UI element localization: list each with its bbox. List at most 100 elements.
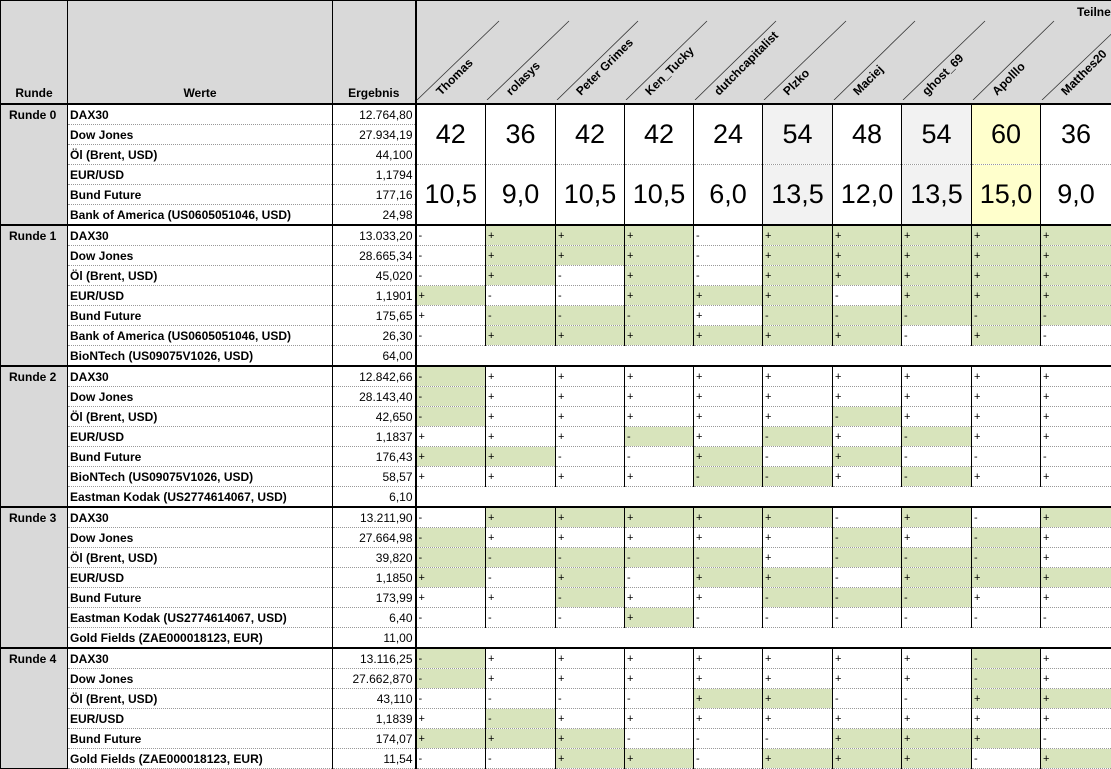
- ergebnis-cell[interactable]: 13.116,25: [333, 648, 416, 669]
- tip-cell[interactable]: -: [694, 729, 763, 749]
- tip-cell[interactable]: +: [625, 225, 694, 246]
- tip-cell[interactable]: +: [833, 427, 902, 447]
- tip-cell[interactable]: +: [694, 366, 763, 387]
- ergebnis-cell[interactable]: 27.664,98: [333, 528, 416, 548]
- tip-cell[interactable]: +: [556, 387, 625, 407]
- tip-cell[interactable]: +: [1041, 407, 1111, 427]
- tip-cell[interactable]: -: [694, 467, 763, 487]
- wert-cell[interactable]: Öl (Brent, USD): [68, 407, 333, 427]
- score-points-cell[interactable]: 42: [416, 104, 486, 165]
- tip-cell[interactable]: -: [833, 286, 902, 306]
- tip-cell[interactable]: +: [486, 588, 556, 608]
- ergebnis-cell[interactable]: 26,30: [333, 326, 416, 346]
- tip-cell[interactable]: -: [972, 608, 1041, 628]
- tip-cell[interactable]: +: [1041, 548, 1111, 568]
- tip-cell[interactable]: -: [694, 608, 763, 628]
- score-value-cell[interactable]: 10,5: [625, 165, 694, 226]
- tip-cell[interactable]: +: [556, 246, 625, 266]
- wert-cell[interactable]: Bund Future: [68, 306, 333, 326]
- wert-cell[interactable]: BioNTech (US09075V1026, USD): [68, 467, 333, 487]
- ergebnis-cell[interactable]: 27.662,870: [333, 669, 416, 689]
- tip-cell[interactable]: +: [972, 588, 1041, 608]
- tip-cell[interactable]: +: [625, 709, 694, 729]
- tip-cell[interactable]: +: [972, 729, 1041, 749]
- tip-cell[interactable]: +: [625, 588, 694, 608]
- tip-cell[interactable]: +: [556, 467, 625, 487]
- wert-cell[interactable]: Dow Jones: [68, 669, 333, 689]
- tip-cell[interactable]: -: [416, 669, 486, 689]
- tip-cell[interactable]: +: [625, 326, 694, 346]
- tip-cell[interactable]: -: [972, 528, 1041, 548]
- tip-cell[interactable]: +: [486, 427, 556, 447]
- ergebnis-cell[interactable]: 44,100: [333, 145, 416, 165]
- tip-cell[interactable]: +: [1041, 588, 1111, 608]
- tip-cell[interactable]: -: [416, 528, 486, 548]
- tip-cell[interactable]: -: [902, 306, 972, 326]
- round-label[interactable]: Runde 0: [1, 104, 68, 225]
- tip-cell[interactable]: -: [625, 427, 694, 447]
- tip-cell[interactable]: -: [416, 608, 486, 628]
- wert-cell[interactable]: Bank of America (US0605051046, USD): [68, 205, 333, 226]
- ergebnis-cell[interactable]: 12.764,80: [333, 104, 416, 125]
- score-value-cell[interactable]: 10,5: [416, 165, 486, 226]
- tip-cell[interactable]: -: [833, 306, 902, 326]
- tip-cell[interactable]: -: [902, 689, 972, 709]
- round-label[interactable]: Runde 3: [1, 507, 68, 648]
- tip-cell[interactable]: +: [625, 507, 694, 528]
- tip-cell[interactable]: +: [1041, 387, 1111, 407]
- tip-cell[interactable]: +: [625, 387, 694, 407]
- score-value-cell[interactable]: 6,0: [694, 165, 763, 226]
- tip-cell[interactable]: +: [1041, 689, 1111, 709]
- tip-cell[interactable]: -: [416, 548, 486, 568]
- tip-cell[interactable]: +: [833, 387, 902, 407]
- score-value-cell[interactable]: 15,0: [972, 165, 1041, 226]
- ergebnis-cell[interactable]: 45,020: [333, 266, 416, 286]
- tip-cell[interactable]: +: [694, 286, 763, 306]
- tip-cell[interactable]: +: [416, 447, 486, 467]
- tip-cell[interactable]: +: [833, 669, 902, 689]
- wert-cell[interactable]: EUR/USD: [68, 286, 333, 306]
- tip-cell[interactable]: -: [1041, 608, 1111, 628]
- tip-cell[interactable]: -: [763, 447, 833, 467]
- tip-cell[interactable]: +: [763, 366, 833, 387]
- wert-cell[interactable]: Bund Future: [68, 185, 333, 205]
- participant-name[interactable]: ghost_69: [919, 51, 966, 98]
- ergebnis-cell[interactable]: 177,16: [333, 185, 416, 205]
- tip-cell[interactable]: +: [972, 568, 1041, 588]
- tip-cell[interactable]: -: [486, 306, 556, 326]
- tip-cell[interactable]: -: [416, 648, 486, 669]
- wert-cell[interactable]: Eastman Kodak (US2774614067, USD): [68, 608, 333, 628]
- round-label[interactable]: Runde 1: [1, 225, 68, 366]
- round-label[interactable]: Runde 4: [1, 648, 68, 769]
- tip-cell[interactable]: +: [1041, 266, 1111, 286]
- tip-cell[interactable]: -: [625, 447, 694, 467]
- tip-cell[interactable]: -: [694, 246, 763, 266]
- tip-cell[interactable]: +: [763, 225, 833, 246]
- tip-cell[interactable]: +: [556, 709, 625, 729]
- wert-cell[interactable]: Dow Jones: [68, 246, 333, 266]
- tip-cell[interactable]: +: [1041, 749, 1111, 769]
- tip-cell[interactable]: +: [416, 729, 486, 749]
- score-points-cell[interactable]: 24: [694, 104, 763, 165]
- tip-cell[interactable]: -: [625, 689, 694, 709]
- tip-cell[interactable]: -: [486, 709, 556, 729]
- ergebnis-cell[interactable]: 1,1837: [333, 427, 416, 447]
- ergebnis-cell[interactable]: 58,57: [333, 467, 416, 487]
- ergebnis-cell[interactable]: 11,54: [333, 749, 416, 769]
- wert-cell[interactable]: Dow Jones: [68, 528, 333, 548]
- tip-cell[interactable]: +: [625, 669, 694, 689]
- tip-cell[interactable]: +: [763, 246, 833, 266]
- tip-cell[interactable]: -: [416, 407, 486, 427]
- tip-cell[interactable]: +: [486, 447, 556, 467]
- tip-cell[interactable]: +: [625, 286, 694, 306]
- tip-cell[interactable]: +: [763, 568, 833, 588]
- wert-cell[interactable]: Gold Fields (ZAE000018123, EUR): [68, 628, 333, 649]
- tip-cell[interactable]: +: [556, 407, 625, 427]
- tip-cell[interactable]: +: [833, 447, 902, 467]
- tip-cell[interactable]: +: [486, 387, 556, 407]
- tip-cell[interactable]: +: [763, 709, 833, 729]
- tip-cell[interactable]: -: [763, 306, 833, 326]
- tip-cell[interactable]: -: [972, 749, 1041, 769]
- tip-cell[interactable]: +: [902, 669, 972, 689]
- ergebnis-cell[interactable]: 43,110: [333, 689, 416, 709]
